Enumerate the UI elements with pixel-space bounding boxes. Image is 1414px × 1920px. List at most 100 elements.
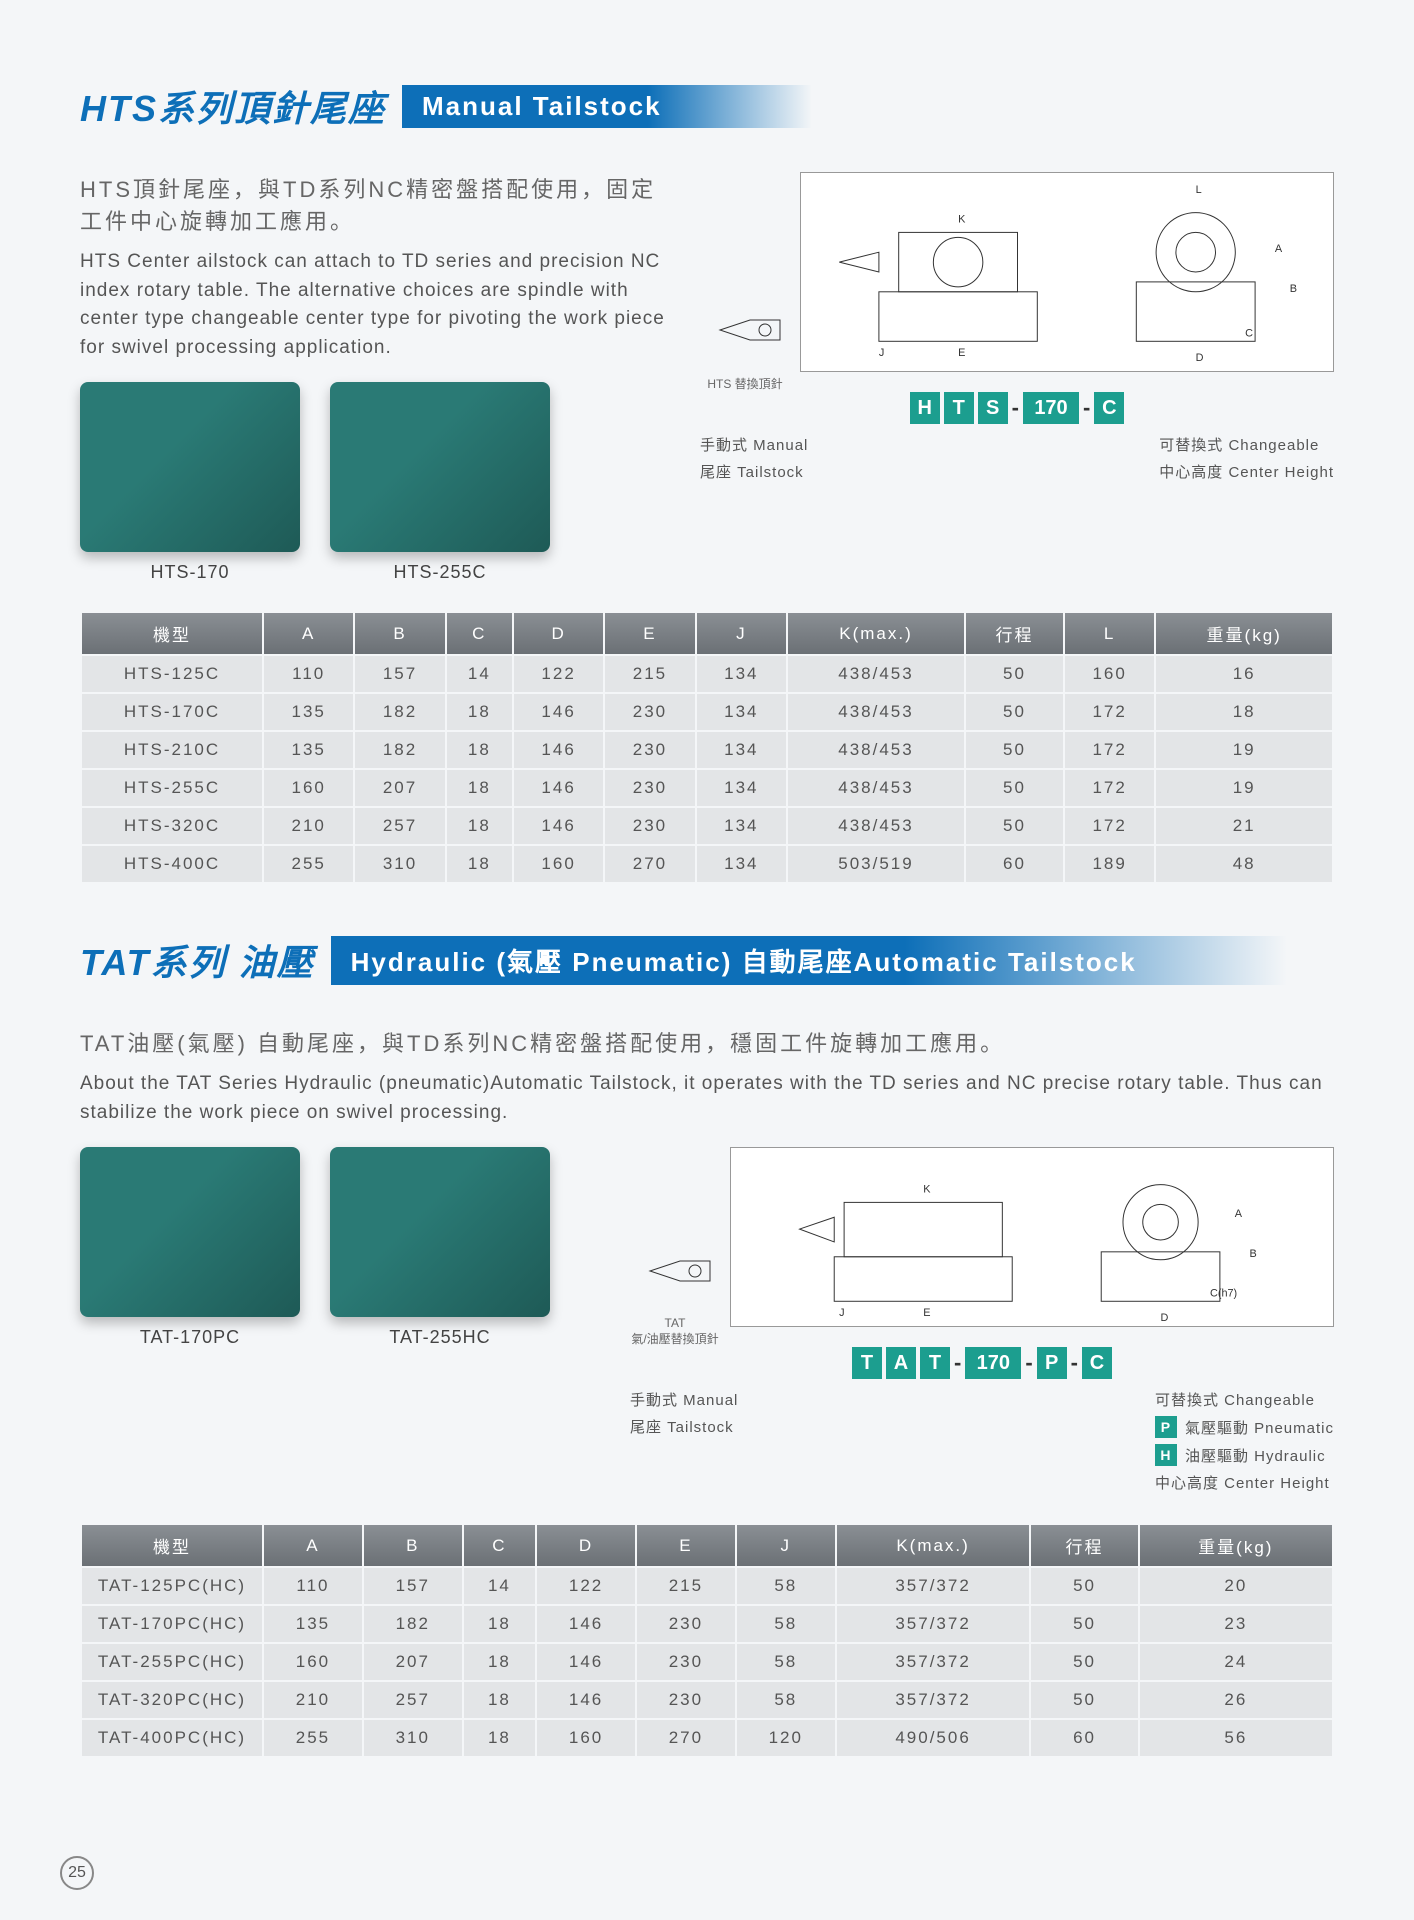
table-header: J: [697, 613, 786, 654]
desc-cn: HTS頂針尾座，與TD系列NC精密盤搭配使用，固定工件中心旋轉加工應用。: [80, 172, 680, 236]
legend-item: H油壓驅動 Hydraulic: [1155, 1444, 1326, 1466]
table-cell: 160: [514, 846, 603, 882]
table-cell: 146: [514, 770, 603, 806]
title-cn: TAT系列 油壓: [80, 934, 315, 986]
svg-text:A: A: [1235, 1208, 1243, 1220]
table-cell: 490/506: [837, 1720, 1030, 1756]
table-cell: 50: [966, 732, 1063, 768]
table-header: 行程: [1031, 1525, 1137, 1566]
product-label: TAT-170PC: [140, 1327, 240, 1348]
table-cell: 135: [264, 732, 353, 768]
table-cell: 215: [637, 1568, 735, 1604]
table-row: TAT-255PC(HC)1602071814623058357/3725024: [82, 1644, 1332, 1680]
table-header: 行程: [966, 613, 1063, 654]
table-cell: 60: [1031, 1720, 1137, 1756]
table-cell: 160: [1065, 656, 1154, 692]
hts-pin-diagram: [700, 290, 790, 370]
table-cell: 146: [514, 808, 603, 844]
table-cell: 110: [264, 1568, 362, 1604]
table-cell: 157: [364, 1568, 462, 1604]
table-cell: 18: [464, 1720, 535, 1756]
table-cell: 18: [464, 1606, 535, 1642]
svg-text:K: K: [923, 1184, 931, 1196]
title-en: Manual Tailstock: [402, 85, 812, 128]
legend-item: 尾座 Tailstock: [700, 461, 808, 482]
table-cell: HTS-170C: [82, 694, 262, 730]
product-image: [80, 382, 300, 552]
table-cell: HTS-255C: [82, 770, 262, 806]
table-cell: 120: [737, 1720, 835, 1756]
table-cell: 230: [605, 808, 694, 844]
table-cell: 146: [514, 732, 603, 768]
code-box: C: [1082, 1347, 1112, 1379]
table-row: TAT-125PC(HC)1101571412221558357/3725020: [82, 1568, 1332, 1604]
table-cell: 19: [1156, 732, 1332, 768]
table-cell: 172: [1065, 808, 1154, 844]
table-cell: 438/453: [788, 732, 964, 768]
table-cell: 230: [605, 770, 694, 806]
table-cell: 16: [1156, 656, 1332, 692]
table-cell: 50: [1031, 1644, 1137, 1680]
table-cell: 58: [737, 1568, 835, 1604]
table-cell: 438/453: [788, 808, 964, 844]
table-cell: 19: [1156, 770, 1332, 806]
table-cell: 357/372: [837, 1682, 1030, 1718]
table-cell: 503/519: [788, 846, 964, 882]
table-cell: 172: [1065, 770, 1154, 806]
table-cell: 146: [537, 1682, 635, 1718]
table-cell: 50: [966, 694, 1063, 730]
table-cell: 157: [355, 656, 444, 692]
table-cell: 207: [355, 770, 444, 806]
product-label: HTS-170: [150, 562, 229, 583]
table-cell: 122: [537, 1568, 635, 1604]
table-row: HTS-170C13518218146230134438/4535017218: [82, 694, 1332, 730]
product-item: TAT-255HC: [330, 1147, 550, 1348]
table-cell: 257: [355, 808, 444, 844]
table-header: C: [464, 1525, 535, 1566]
table-row: HTS-255C16020718146230134438/4535017219: [82, 770, 1332, 806]
table-cell: 56: [1140, 1720, 1332, 1756]
table-cell: HTS-320C: [82, 808, 262, 844]
code-box: 170: [965, 1347, 1021, 1379]
product-item: HTS-170: [80, 382, 300, 583]
code-box: A: [886, 1347, 916, 1379]
table-header: 重量(kg): [1140, 1525, 1332, 1566]
table-cell: 438/453: [788, 694, 964, 730]
table-cell: 48: [1156, 846, 1332, 882]
svg-text:B: B: [1250, 1248, 1257, 1260]
table-cell: TAT-255PC(HC): [82, 1644, 262, 1680]
svg-text:C(h7): C(h7): [1210, 1287, 1237, 1299]
legend-item: 中心高度 Center Height: [1159, 461, 1334, 482]
table-cell: 134: [697, 846, 786, 882]
dash: -: [1083, 395, 1090, 421]
table-row: TAT-320PC(HC)2102571814623058357/3725026: [82, 1682, 1332, 1718]
code-box: T: [920, 1347, 950, 1379]
table-cell: 146: [537, 1606, 635, 1642]
table-cell: 58: [737, 1682, 835, 1718]
table-cell: 438/453: [788, 770, 964, 806]
legend-badge: P: [1155, 1416, 1177, 1438]
section-header: TAT系列 油壓 Hydraulic (氣壓 Pneumatic) 自動尾座Au…: [80, 934, 1334, 986]
table-cell: 310: [355, 846, 444, 882]
table-cell: 160: [264, 1644, 362, 1680]
legend-badge: H: [1155, 1444, 1177, 1466]
table-cell: TAT-320PC(HC): [82, 1682, 262, 1718]
table-cell: 270: [637, 1720, 735, 1756]
svg-text:J: J: [839, 1307, 844, 1319]
table-cell: 172: [1065, 694, 1154, 730]
code-box: P: [1037, 1347, 1067, 1379]
table-cell: 21: [1156, 808, 1332, 844]
page-number: 25: [60, 1856, 94, 1890]
table-header: 重量(kg): [1156, 613, 1332, 654]
table-cell: 160: [264, 770, 353, 806]
table-cell: 182: [364, 1606, 462, 1642]
table-cell: 50: [966, 808, 1063, 844]
table-cell: 122: [514, 656, 603, 692]
code-box: H: [910, 392, 940, 424]
table-header: 機型: [82, 613, 262, 654]
table-header: B: [355, 613, 444, 654]
code-box: C: [1094, 392, 1124, 424]
table-header: E: [637, 1525, 735, 1566]
section-header: HTS系列頂針尾座 Manual Tailstock: [80, 80, 1334, 132]
table-cell: 110: [264, 656, 353, 692]
